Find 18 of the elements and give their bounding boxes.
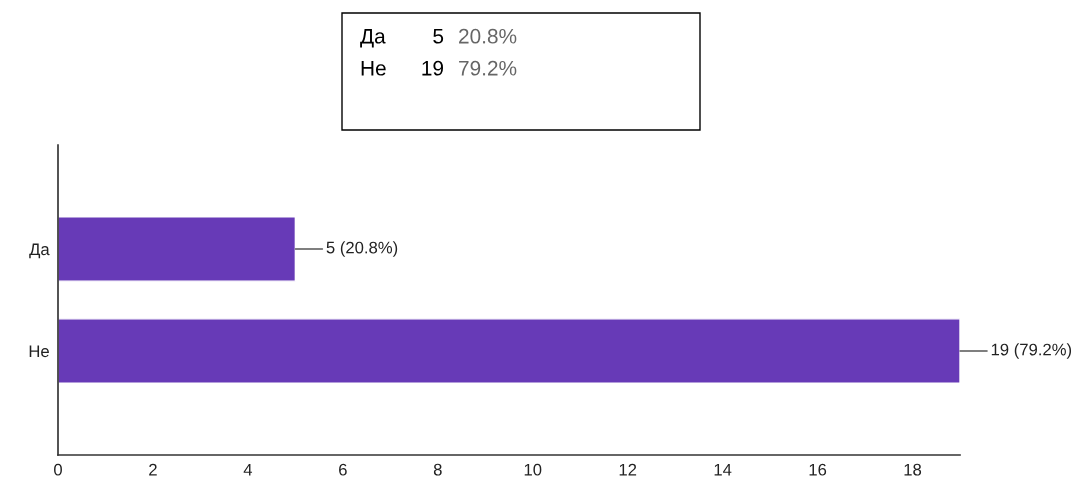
x-tick-label: 16 — [809, 463, 827, 476]
data-label: 19 (79.2%) — [991, 343, 1072, 359]
x-tick-label: 8 — [433, 463, 442, 476]
text: 20.8% — [459, 28, 517, 44]
x-tick-label: 0 — [54, 463, 62, 476]
x-tick-label: 10 — [524, 463, 542, 476]
text: Не — [361, 61, 386, 76]
x-tick-label: 2 — [149, 463, 157, 476]
x-tick-label: 4 — [243, 463, 253, 476]
text: 19 — [422, 60, 444, 76]
text: 5 — [433, 29, 444, 44]
data-label: 5 (20.8%) — [326, 241, 398, 257]
x-tick-label: 6 — [339, 463, 347, 476]
text: Да — [360, 29, 386, 48]
x-tick-label: 14 — [714, 463, 732, 476]
x-tick-label: 12 — [619, 463, 637, 476]
text: 79.2% — [459, 60, 517, 76]
x-tick-label: 18 — [904, 463, 922, 476]
